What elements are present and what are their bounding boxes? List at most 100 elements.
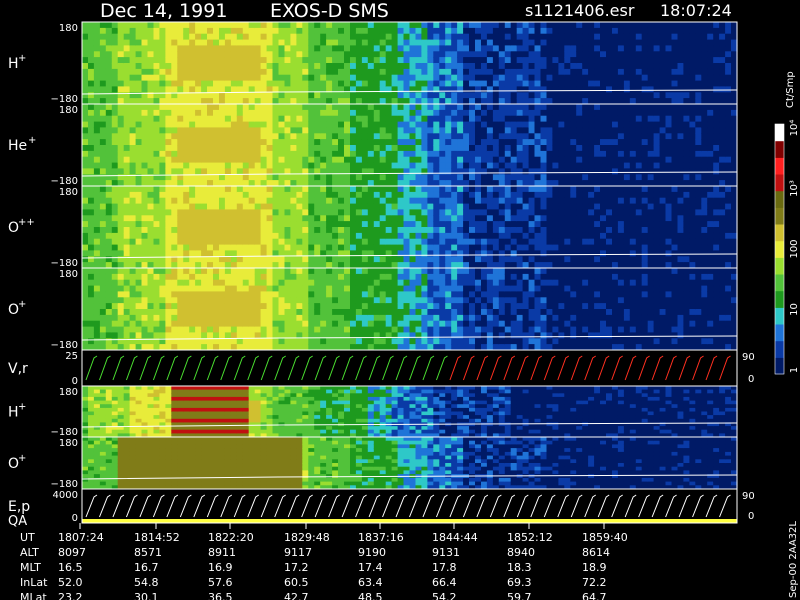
heatmap-cell <box>421 121 428 129</box>
heatmap-cell <box>266 22 274 29</box>
heatmap-cell <box>475 244 482 252</box>
heatmap-cell <box>623 22 631 29</box>
heatmap-cell <box>344 145 351 152</box>
heatmap-cell <box>171 162 178 170</box>
heatmap-cell <box>683 168 690 175</box>
heatmap-cell <box>612 227 619 234</box>
heatmap-cell <box>516 203 524 211</box>
heatmap-cell <box>254 80 262 88</box>
heatmap-cell <box>635 39 643 47</box>
heatmap-cell <box>617 262 625 269</box>
heatmap-cell <box>123 262 131 269</box>
heatmap-cell <box>629 203 637 211</box>
heatmap-cell <box>177 332 184 339</box>
heatmap-cell <box>457 80 464 88</box>
heatmap-cell <box>93 268 101 275</box>
heatmap-cell <box>153 291 161 298</box>
heatmap-cell <box>653 45 661 52</box>
heatmap-cell <box>433 98 440 105</box>
heatmap-cell <box>409 221 417 228</box>
heatmap-cell <box>230 57 238 64</box>
heatmap-cell <box>725 39 732 47</box>
heatmap-cell <box>207 57 214 64</box>
heatmap-cell <box>153 250 161 257</box>
heatmap-cell <box>105 238 113 246</box>
heatmap-cell <box>135 338 143 345</box>
heatmap-cell <box>224 320 232 328</box>
heatmap-cell <box>153 80 161 88</box>
heatmap-cell <box>457 197 464 205</box>
heatmap-cell <box>451 227 458 234</box>
heatmap-cell <box>433 145 440 152</box>
heatmap-cell <box>600 109 607 117</box>
heatmap-cell <box>88 279 95 287</box>
heatmap-cell <box>219 273 226 281</box>
heatmap-cell <box>159 273 166 281</box>
heatmap-cell <box>594 80 601 88</box>
heatmap-cell <box>272 150 280 158</box>
heatmap-cell <box>272 86 280 93</box>
heatmap-cell <box>201 74 208 82</box>
heatmap-cell <box>135 297 143 304</box>
heatmap-cell <box>111 51 119 58</box>
heatmap-cell <box>379 232 387 240</box>
heatmap-cell <box>93 209 101 216</box>
heatmap-cell <box>171 22 178 29</box>
heatmap-cell <box>600 45 607 52</box>
heatmap-cell <box>117 320 125 328</box>
heatmap-cell <box>290 86 297 93</box>
heatmap-cell <box>481 39 488 47</box>
heatmap-cell <box>344 115 351 123</box>
heatmap-cell <box>88 162 95 170</box>
heatmap-cell <box>498 250 506 257</box>
heatmap-cell <box>695 104 702 111</box>
heatmap-cell <box>522 221 530 228</box>
heatmap-cell <box>266 250 274 257</box>
heatmap-cell <box>481 92 488 99</box>
heatmap-cell <box>177 291 184 298</box>
heatmap-cell <box>278 127 286 134</box>
heatmap-cell <box>629 139 637 146</box>
heatmap-cell <box>314 57 321 64</box>
heatmap-cell <box>528 98 536 105</box>
heatmap-cell <box>296 203 303 211</box>
heatmap-cell <box>534 109 542 117</box>
heatmap-cell <box>135 250 143 257</box>
heatmap-cell <box>558 57 565 64</box>
heatmap-cell <box>516 109 524 117</box>
heatmap-cell <box>82 168 89 175</box>
heatmap-cell <box>570 39 577 47</box>
heatmap-cell <box>492 191 500 199</box>
heatmap-cell <box>82 74 89 82</box>
heatmap-cell <box>129 180 137 187</box>
heatmap-cell <box>421 180 428 187</box>
heatmap-cell <box>731 262 738 269</box>
heatmap-cell <box>451 209 458 216</box>
heatmap-cell <box>99 279 107 287</box>
heatmap-cell <box>612 51 619 58</box>
heatmap-cell <box>528 221 536 228</box>
heatmap-cell <box>629 262 637 269</box>
heatmap-cell <box>373 227 381 234</box>
heatmap-cell <box>534 180 542 187</box>
heatmap-cell <box>588 215 595 222</box>
heatmap-cell <box>332 203 339 211</box>
heatmap-cell <box>451 57 458 64</box>
y-min-label: −180 <box>51 176 78 187</box>
heatmap-cell <box>719 27 726 35</box>
heatmap-cell <box>510 186 518 193</box>
heatmap-cell <box>129 127 137 134</box>
heatmap-cell <box>284 262 292 269</box>
heatmap-cell <box>296 244 303 252</box>
heatmap-cell <box>361 86 369 93</box>
heatmap-cell <box>123 238 131 246</box>
heatmap-cell <box>373 86 381 93</box>
heatmap-cell <box>332 86 339 93</box>
heatmap-cell <box>647 98 655 105</box>
heatmap-cell <box>600 80 607 88</box>
heatmap-cell <box>415 215 423 222</box>
heatmap-cell <box>219 162 226 170</box>
heatmap-cell <box>439 127 446 134</box>
heatmap-cell <box>141 133 149 140</box>
heatmap-cell <box>183 203 190 211</box>
